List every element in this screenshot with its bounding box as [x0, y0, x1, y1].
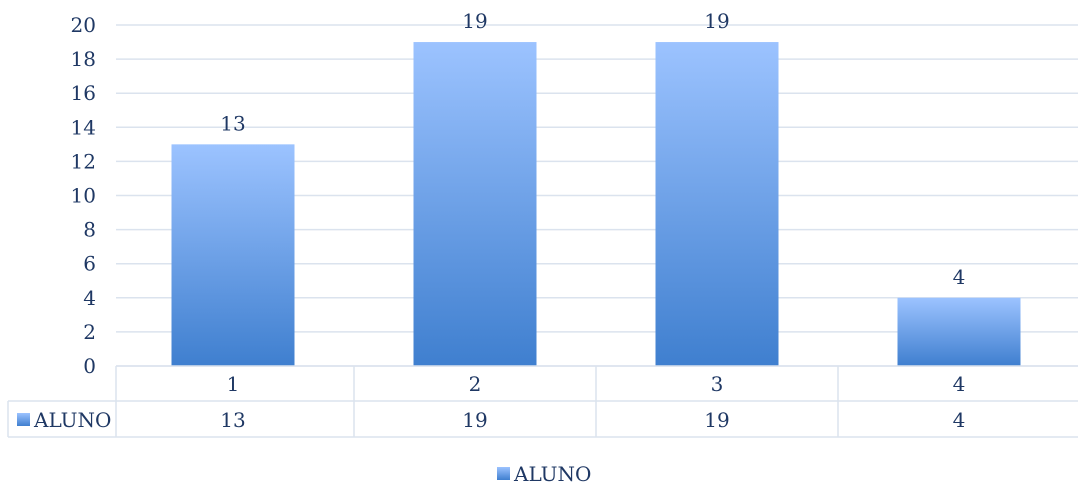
x-category-label: 1	[227, 372, 240, 396]
bar-2	[413, 42, 537, 367]
y-tick-label: 20	[71, 13, 96, 37]
x-category-label: 2	[469, 372, 482, 396]
table-series-swatch	[17, 413, 30, 426]
y-tick-label: 6	[83, 252, 96, 276]
x-category-label: 3	[711, 372, 724, 396]
table-value: 19	[704, 408, 729, 432]
y-tick-label: 16	[71, 81, 96, 105]
table-series-name: ALUNO	[33, 408, 111, 432]
table-value: 13	[220, 408, 245, 432]
data-label: 4	[953, 265, 966, 289]
data-label: 19	[462, 9, 487, 33]
data-table: 1 13 2 19 3 19 4 4 ALUNO	[7, 365, 1078, 438]
data-label: 13	[220, 111, 245, 135]
data-label: 19	[704, 9, 729, 33]
y-tick-label: 0	[83, 354, 96, 378]
y-tick-label: 4	[83, 286, 96, 310]
y-axis-ticks: 0 2 4 6 8 10 12 14 16 18 20	[71, 13, 96, 378]
y-tick-label: 2	[83, 320, 96, 344]
table-value: 4	[953, 408, 966, 432]
bar-3	[655, 42, 779, 367]
legend-label: ALUNO	[513, 462, 591, 486]
y-tick-label: 10	[71, 184, 96, 208]
table-value: 19	[462, 408, 487, 432]
y-tick-label: 18	[71, 47, 96, 71]
legend-swatch	[497, 467, 510, 480]
bar-4	[897, 297, 1021, 366]
y-tick-label: 14	[71, 115, 96, 139]
data-labels: 13 19 19 4	[220, 9, 965, 289]
y-tick-label: 8	[83, 218, 96, 242]
bar-1	[171, 144, 295, 366]
x-category-label: 4	[953, 372, 966, 396]
legend: ALUNO	[497, 462, 591, 486]
bars	[171, 42, 1021, 367]
y-tick-label: 12	[71, 149, 96, 173]
